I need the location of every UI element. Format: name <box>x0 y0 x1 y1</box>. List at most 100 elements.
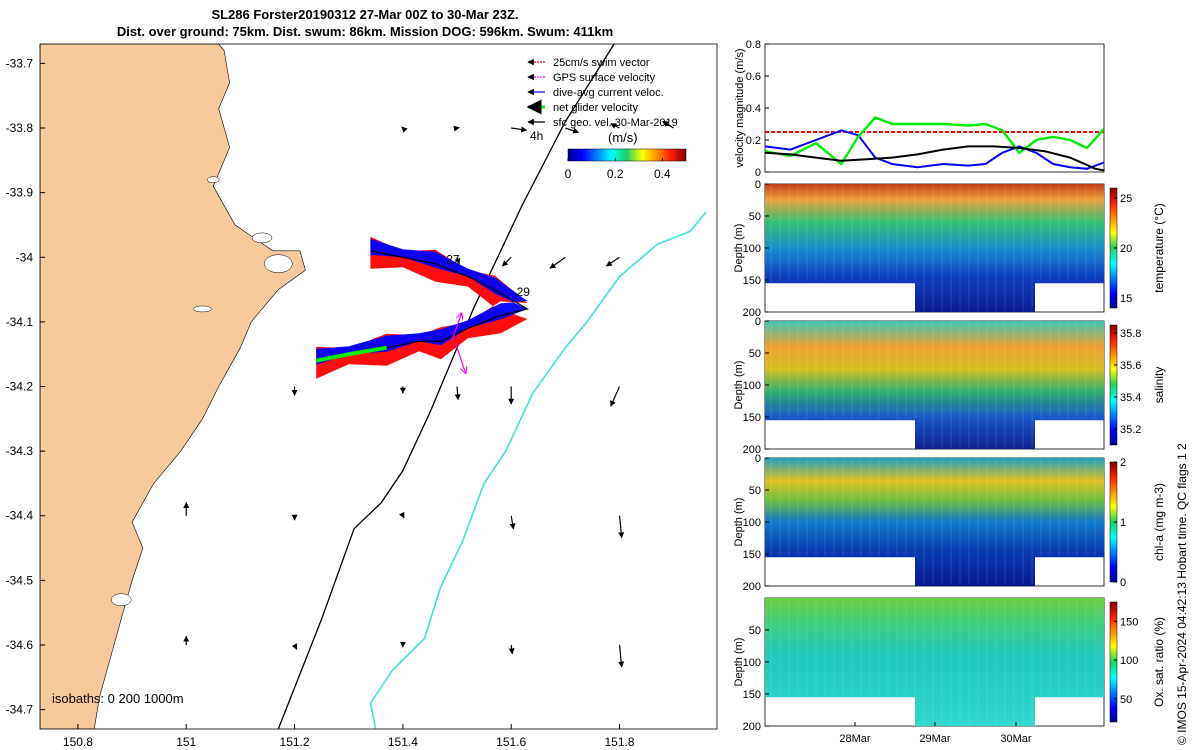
velocity-ylabel: velocity magnitude (m/s) <box>734 48 746 167</box>
section-colorbar-tick-label: 2 <box>1120 457 1126 469</box>
speed-colorbar <box>567 148 687 162</box>
section-colorbar-tick-label: 50 <box>1120 694 1132 706</box>
section-data-field <box>765 598 1104 726</box>
section-ylabel: Depth (m) <box>733 224 745 273</box>
map-y-tick-label: -34.5 <box>6 573 34 587</box>
section-y-tick-label: 150 <box>743 412 761 424</box>
section-colorbar-tick-label: 1 <box>1120 517 1126 529</box>
section-y-tick-label: 100 <box>743 380 761 392</box>
map-y-tick-label: -34.2 <box>6 380 34 394</box>
section-y-tick-label: 200 <box>743 444 761 456</box>
dive-avg-band <box>316 238 528 365</box>
colorbar-label: (m/s) <box>608 130 638 145</box>
estuary-4 <box>110 593 132 607</box>
geo-vector <box>509 515 516 530</box>
section-y-tick-label: 100 <box>743 517 761 529</box>
section-y-tick-label: 200 <box>743 307 761 319</box>
estuary-2 <box>207 176 220 183</box>
map-y-tick-label: -34 <box>16 250 34 264</box>
geo-vector <box>565 127 580 134</box>
section-panel: 0 50 100 150 200 Depth (m) 35.2 35.4 35.6 35.8 sal… <box>733 316 1166 456</box>
title-line-2: Dist. over ground: 75km. Dist. swum: 86k… <box>116 24 614 39</box>
map-y-tick-label: -34.7 <box>6 703 34 717</box>
section-colorbar-tick-label: 150 <box>1120 616 1138 628</box>
geo-vector <box>398 511 405 519</box>
isobath-200m <box>277 44 615 729</box>
chart-title: SL286 Forster20190312 27-Mar 00Z to 30-M… <box>60 6 670 40</box>
geo-vector <box>610 123 620 129</box>
velocity-series-line <box>764 129 1105 170</box>
date-ticks: 28Mar 29Mar 30Mar <box>839 722 1032 745</box>
geo-vector <box>501 256 512 267</box>
velocity-y-tick-label: 0 <box>755 167 761 179</box>
section-y-tick-label: 0 <box>755 179 761 191</box>
section-y-tick-label: 50 <box>749 485 761 497</box>
map-legend: 25cm/s swim vector GPS surface velocity di… <box>526 57 687 181</box>
section-colorbar-tick-label: 0 <box>1120 577 1126 589</box>
geo-vector <box>401 126 408 133</box>
geo-vector <box>508 644 515 655</box>
map-y-tick-label: -33.9 <box>6 186 34 200</box>
isobath-1000m <box>369 211 707 729</box>
section-panel: 0 50 100 150 200 Depth (m) 15 20 25 temperature (… <box>733 179 1166 319</box>
geo-vector <box>549 256 566 269</box>
section-y-tick-label: 100 <box>743 657 761 669</box>
estuary-0 <box>264 254 293 273</box>
section-colorbar-tick-label: 35.8 <box>1120 328 1141 340</box>
section-panel: 0 50 100 150 200 Depth (m) 0 1 2 chl-a (mg m-3) <box>733 453 1166 593</box>
section-colorbar-tick-label: 35.4 <box>1120 392 1141 404</box>
legend-label: net glider velocity <box>553 102 638 114</box>
section-y-tick-label: 150 <box>743 549 761 561</box>
velocity-y-tick-label: 0.4 <box>746 103 761 115</box>
map-y-tick-label: -33.8 <box>6 121 34 135</box>
section-colorbar-label: temperature (°C) <box>1152 203 1166 293</box>
speed-colorbar-ticks: 0 0.2 0.4 <box>565 158 671 181</box>
section-y-tick-label: 0 <box>755 316 761 328</box>
section-ylabel: Depth (m) <box>733 498 745 547</box>
section-colorbar-tick-label: 20 <box>1120 243 1132 255</box>
map-y-tick-label: -34.3 <box>6 444 34 458</box>
section-y-tick-label: 50 <box>749 348 761 360</box>
geostrophic-vectors <box>183 120 674 668</box>
geo-vector <box>618 644 625 668</box>
map-y-tick-label: -33.7 <box>6 56 34 70</box>
section-y-tick-label: 100 <box>743 243 761 255</box>
legend-label: sfc geo. vel. 30-Mar-2019 <box>553 117 678 129</box>
map-x-tick-label: 151.6 <box>496 735 526 749</box>
legend-label: dive-avg current veloc. <box>553 87 664 99</box>
map-x-tick-label: 151 <box>176 735 196 749</box>
map-y-ticks: -33.7 -33.8 -33.9 -34 -34.1 -34.2 -34.3 -34.4 -3… <box>6 56 45 717</box>
colorbar-tick-label: 0 <box>565 167 572 181</box>
velocity-series-line <box>764 145 1105 172</box>
section-colorbar <box>1109 601 1118 723</box>
map-x-tick-label: 151.2 <box>280 735 310 749</box>
coastline-land <box>40 44 306 729</box>
section-data-field <box>765 321 1104 449</box>
glider-track: 27 29 <box>315 236 530 379</box>
section-y-tick-label: 50 <box>749 625 761 637</box>
velocity-panel: 0 0.2 0.4 0.6 0.8 velocity magnitude (m/s) <box>734 39 1105 179</box>
gps-velocity-arrow <box>451 313 462 342</box>
geo-vector <box>618 515 625 539</box>
date-tick-label: 29Mar <box>919 733 951 745</box>
geo-vector <box>291 643 298 650</box>
track-day-label: 27 <box>446 253 460 267</box>
interval-label: 4h <box>530 129 543 143</box>
section-colorbar-tick-label: 15 <box>1120 293 1132 305</box>
date-tick-label: 30Mar <box>1000 733 1032 745</box>
section-colorbar-label: chl-a (mg m-3) <box>1152 483 1166 561</box>
legend-label: 25cm/s swim vector <box>553 57 650 69</box>
section-panel: 50 100 150 200 Depth (m) 50 100 150 Ox. sat. rat… <box>733 597 1166 733</box>
velocity-series <box>764 116 1105 172</box>
section-y-tick-label: 50 <box>749 211 761 223</box>
credit-line: © IMOS 15-Apr-2024 04:42:13 Hobart time.… <box>1175 443 1189 745</box>
section-y-tick-label: 150 <box>743 689 761 701</box>
net-velocity-segment <box>315 345 387 363</box>
date-tick-label: 28Mar <box>839 733 871 745</box>
section-y-tick-label: 0 <box>755 453 761 465</box>
map-x-tick-label: 151.4 <box>388 735 418 749</box>
geo-vector <box>454 257 461 265</box>
section-colorbar-label: Ox. sat. ratio (%) <box>1152 617 1166 707</box>
